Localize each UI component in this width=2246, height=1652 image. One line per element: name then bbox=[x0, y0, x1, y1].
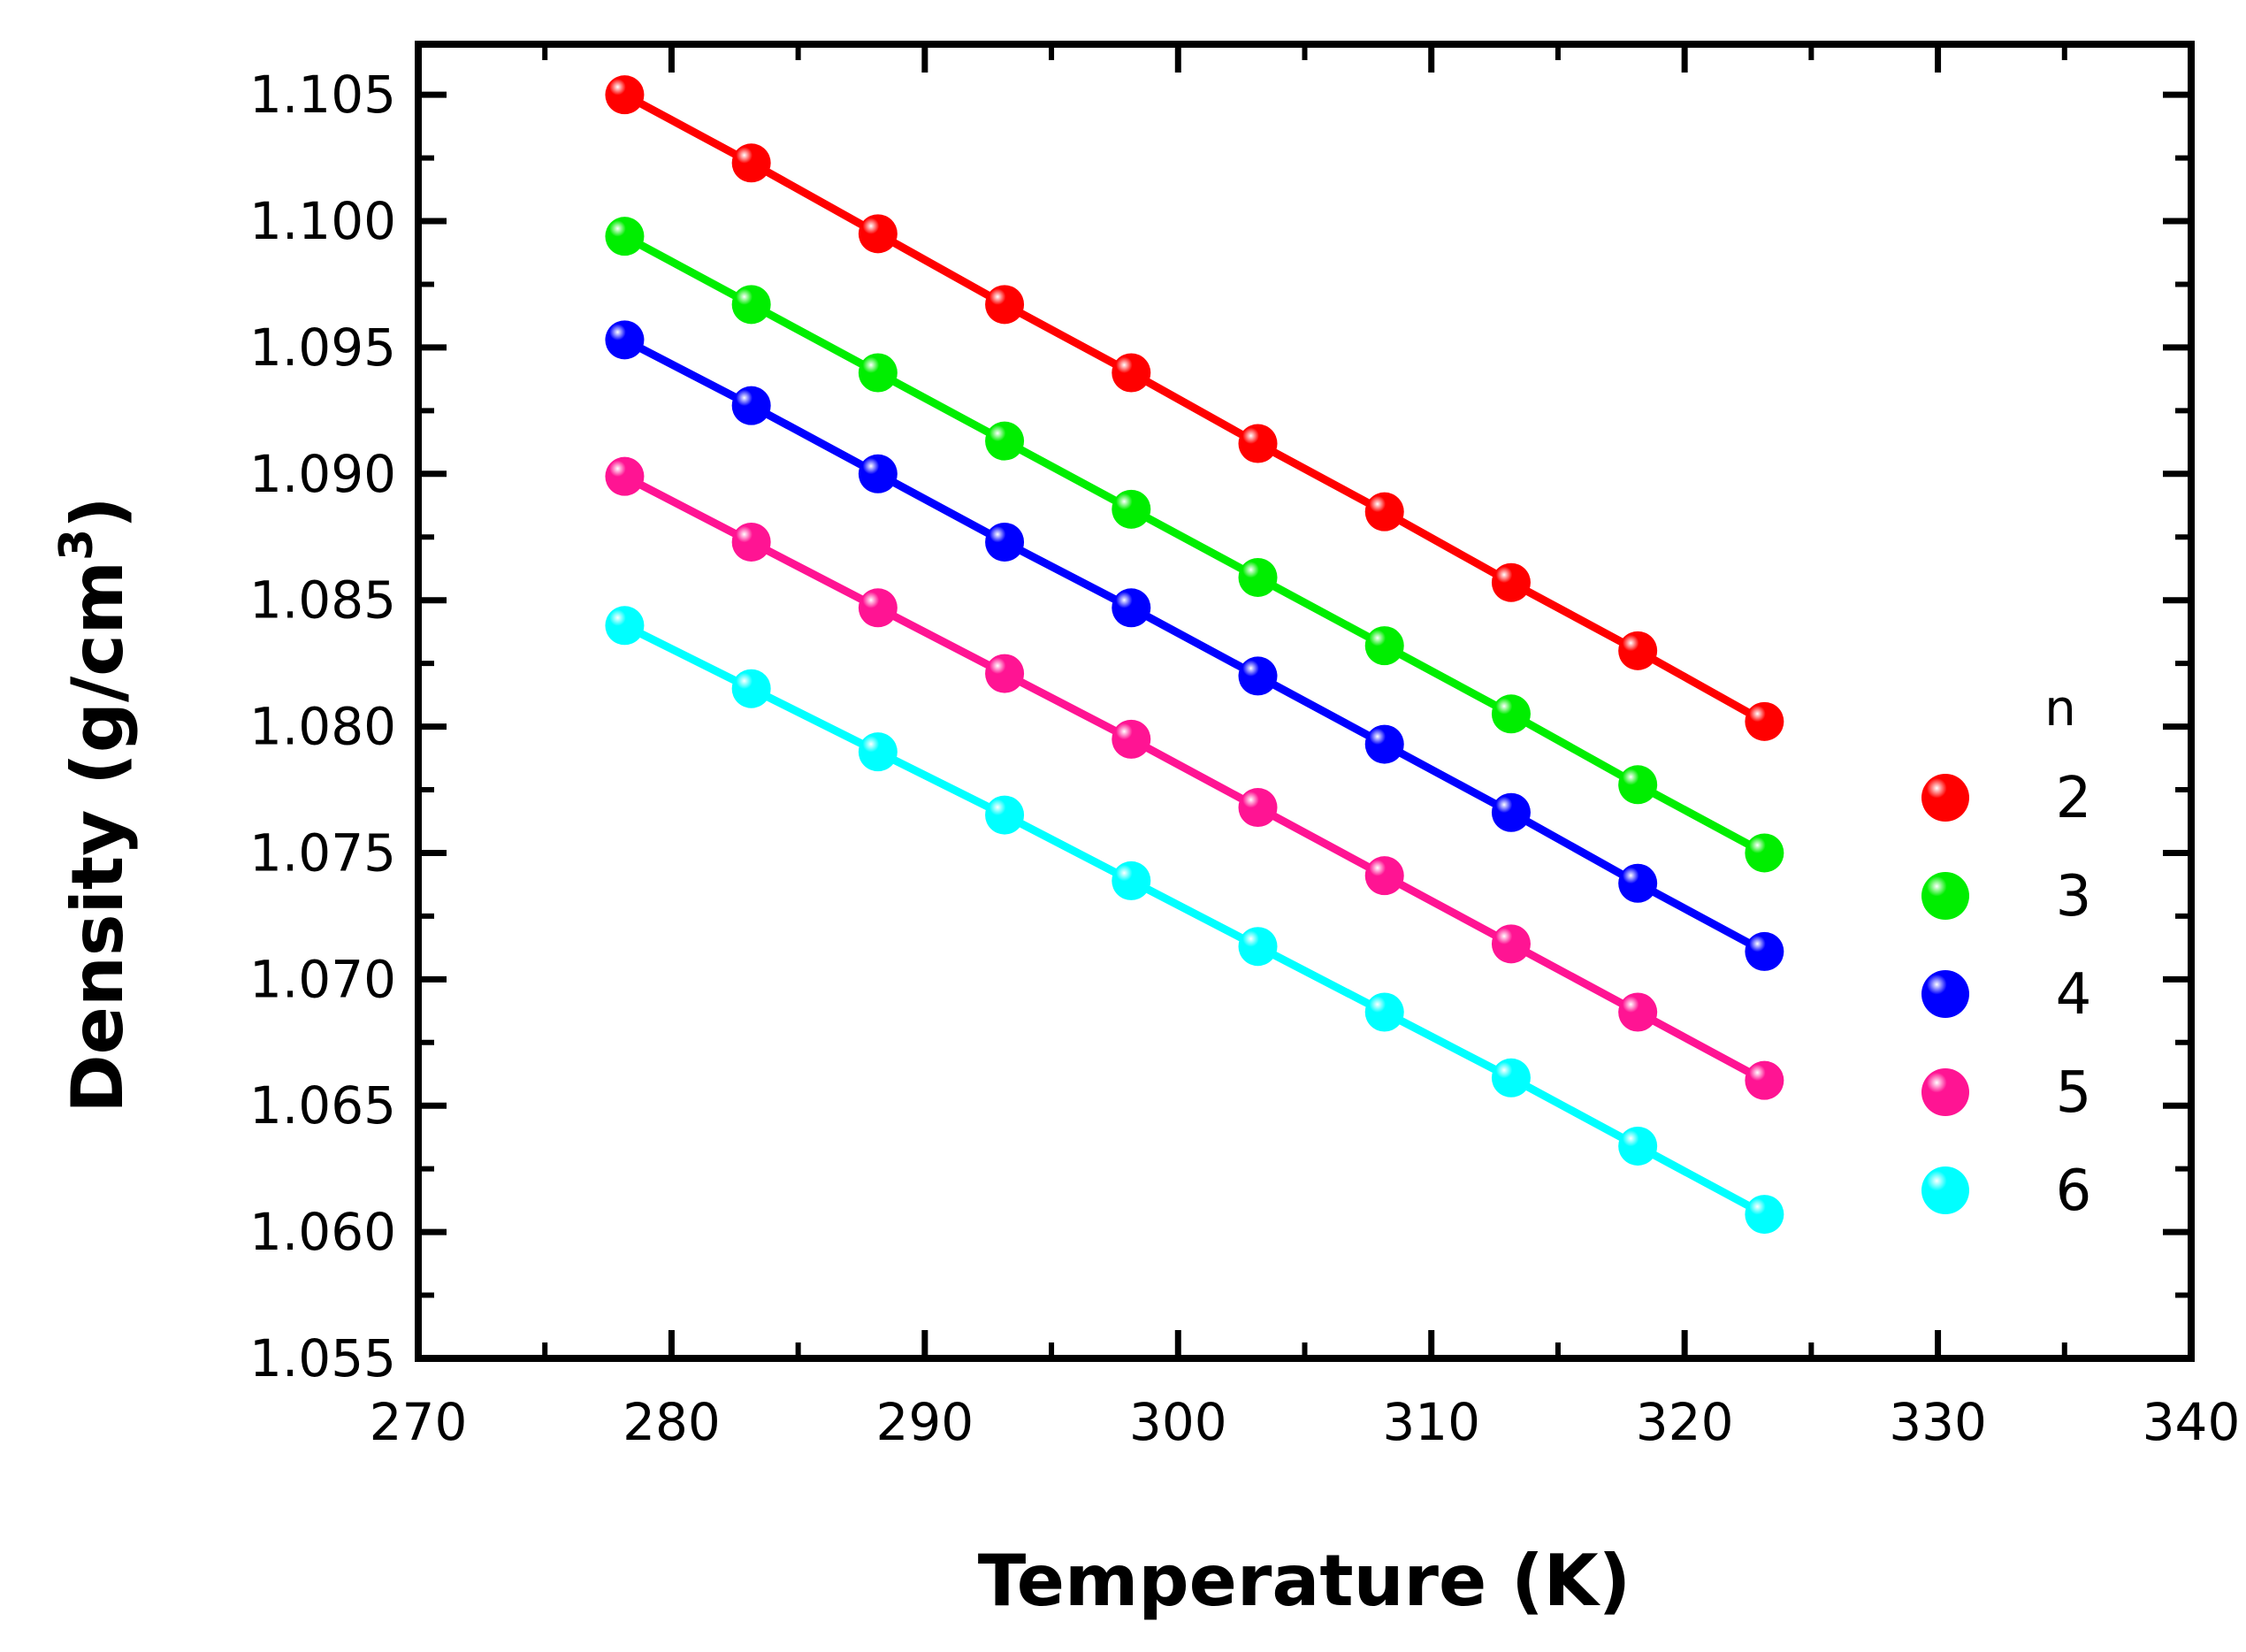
data-point-n5 bbox=[1618, 992, 1658, 1032]
data-point-n2 bbox=[1618, 631, 1658, 670]
data-point-n4 bbox=[1364, 724, 1404, 764]
data-point-n2 bbox=[858, 214, 898, 254]
data-point-n5 bbox=[985, 654, 1025, 693]
data-point-n2 bbox=[605, 75, 645, 115]
axis-ticks bbox=[415, 44, 2195, 1362]
y-tick-label: 1.080 bbox=[249, 697, 396, 757]
series-line-n4 bbox=[623, 336, 1767, 955]
x-tick-label: 300 bbox=[1129, 1392, 1227, 1452]
x-axis-title: Temperature (K) bbox=[978, 1540, 1631, 1622]
data-point-n3 bbox=[1491, 694, 1531, 734]
y-tick-label: 1.065 bbox=[249, 1075, 396, 1136]
data-point-n4 bbox=[1238, 656, 1278, 696]
data-point-n3 bbox=[1618, 765, 1658, 805]
data-point-n2 bbox=[1364, 492, 1404, 532]
data-point-n2 bbox=[985, 285, 1025, 325]
y-tick-label: 1.055 bbox=[249, 1328, 396, 1388]
data-point-n3 bbox=[1364, 626, 1404, 666]
data-point-n5 bbox=[1238, 788, 1278, 828]
data-point-n4 bbox=[1745, 931, 1784, 971]
data-point-n6 bbox=[858, 732, 898, 772]
data-point-n4 bbox=[731, 386, 771, 425]
x-tick-label: 320 bbox=[1636, 1392, 1734, 1452]
data-point-n3 bbox=[1112, 489, 1151, 529]
legend-marker-n2 bbox=[1921, 774, 1969, 822]
y-tick-label: 1.075 bbox=[249, 822, 396, 883]
legend: n 2 3 4 5 6 bbox=[1921, 680, 2091, 1224]
data-point-n6 bbox=[1618, 1126, 1658, 1166]
y-tick-label: 1.060 bbox=[249, 1202, 396, 1262]
y-tick-label: 1.095 bbox=[249, 317, 396, 378]
data-point-n2 bbox=[1238, 424, 1278, 463]
data-point-n3 bbox=[858, 353, 898, 393]
legend-marker-n4 bbox=[1921, 970, 1969, 1018]
data-point-n2 bbox=[1112, 353, 1151, 393]
data-point-n5 bbox=[1112, 719, 1151, 759]
data-point-n5 bbox=[1364, 856, 1404, 896]
data-point-n6 bbox=[1491, 1058, 1531, 1098]
legend-label-n3: 3 bbox=[2056, 864, 2092, 929]
data-point-n6 bbox=[985, 795, 1025, 835]
data-point-n6 bbox=[1112, 860, 1151, 900]
x-tick-label: 290 bbox=[875, 1392, 974, 1452]
y-tick-label: 1.100 bbox=[249, 191, 396, 251]
data-point-n4 bbox=[1112, 588, 1151, 628]
legend-marker-n3 bbox=[1921, 872, 1969, 920]
legend-marker-n5 bbox=[1921, 1068, 1969, 1116]
legend-label-n4: 4 bbox=[2056, 962, 2092, 1028]
data-point-n6 bbox=[1238, 927, 1278, 967]
series-line-n6 bbox=[623, 622, 1767, 1219]
data-point-n6 bbox=[731, 669, 771, 708]
x-tick-label: 340 bbox=[2143, 1392, 2241, 1452]
series-layer bbox=[605, 75, 1784, 1235]
legend-label-n5: 5 bbox=[2056, 1060, 2092, 1126]
data-point-n5 bbox=[1745, 1060, 1784, 1100]
series-line-n5 bbox=[623, 472, 1767, 1084]
data-point-n3 bbox=[985, 421, 1025, 461]
data-point-n3 bbox=[1238, 557, 1278, 597]
data-point-n5 bbox=[1491, 924, 1531, 964]
data-point-n6 bbox=[1364, 992, 1404, 1032]
data-point-n5 bbox=[858, 588, 898, 628]
y-tick-labels: 1.055 1.060 1.065 1.070 1.075 1.080 1.085 1.090… bbox=[249, 65, 396, 1388]
y-tick-label: 1.070 bbox=[249, 949, 396, 1009]
data-point-n4 bbox=[1491, 792, 1531, 832]
data-point-n6 bbox=[605, 606, 645, 646]
y-tick-label: 1.090 bbox=[249, 444, 396, 504]
data-point-n5 bbox=[605, 456, 645, 496]
y-axis-title-main: Density (g/cm bbox=[57, 561, 139, 1113]
x-tick-label: 270 bbox=[370, 1392, 468, 1452]
series-line-n3 bbox=[623, 233, 1767, 857]
y-axis-title: Density (g/cm3) bbox=[50, 496, 139, 1113]
data-point-n2 bbox=[1491, 562, 1531, 602]
data-point-n3 bbox=[731, 285, 771, 325]
data-point-n2 bbox=[1745, 701, 1784, 741]
legend-title: n bbox=[2044, 680, 2076, 738]
data-point-n3 bbox=[605, 217, 645, 256]
x-tick-label: 330 bbox=[1889, 1392, 1987, 1452]
y-axis-title-sup: 3 bbox=[50, 529, 103, 561]
data-point-n6 bbox=[1745, 1195, 1784, 1235]
data-point-n4 bbox=[1618, 863, 1658, 903]
data-point-n4 bbox=[985, 522, 1025, 562]
data-point-n4 bbox=[858, 454, 898, 493]
legend-marker-n6 bbox=[1921, 1166, 1969, 1214]
data-point-n5 bbox=[731, 522, 771, 562]
series-line-n2 bbox=[623, 91, 1767, 725]
legend-label-n6: 6 bbox=[2056, 1159, 2092, 1224]
data-point-n2 bbox=[731, 143, 771, 183]
x-tick-label: 310 bbox=[1382, 1392, 1480, 1452]
x-tick-labels: 270 280 290 300 310 320 330 340 bbox=[370, 1392, 2241, 1452]
legend-label-n2: 2 bbox=[2056, 766, 2092, 831]
y-axis-title-close: ) bbox=[57, 496, 139, 529]
x-tick-label: 280 bbox=[623, 1392, 721, 1452]
y-tick-label: 1.105 bbox=[249, 65, 396, 125]
y-tick-label: 1.085 bbox=[249, 570, 396, 631]
data-point-n4 bbox=[605, 320, 645, 360]
data-point-n3 bbox=[1745, 833, 1784, 873]
